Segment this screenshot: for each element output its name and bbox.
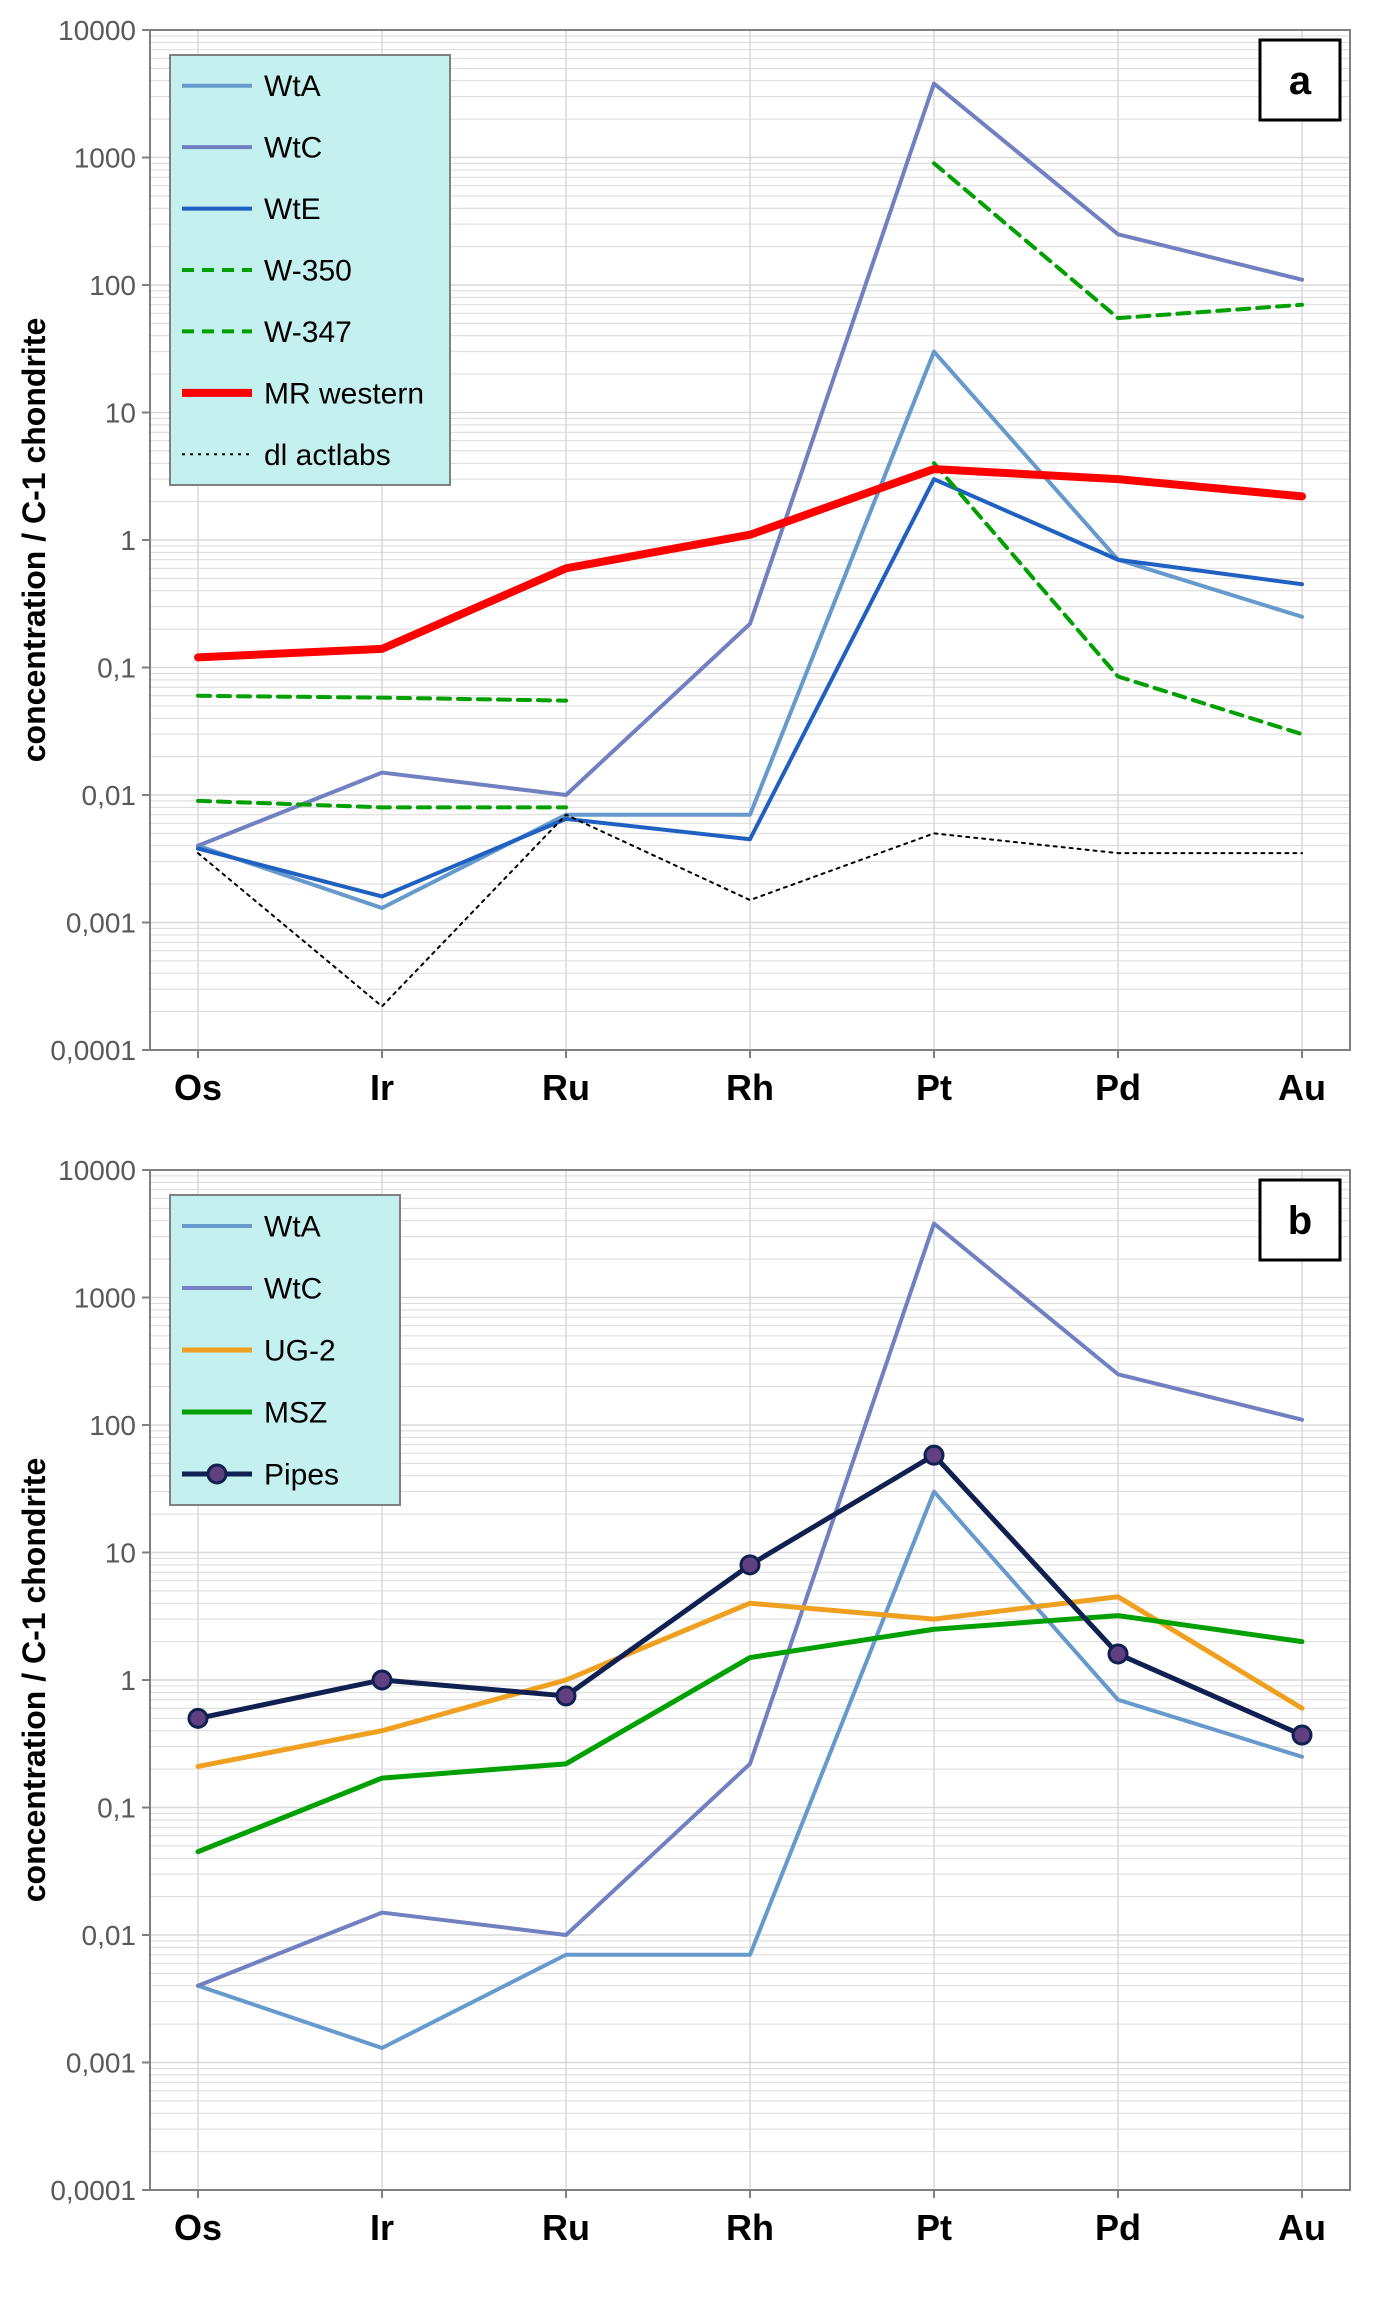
x-tick-label: Pt [916, 2207, 952, 2248]
chart-b-svg: 0,0001 0,001 0,01 0,1 1 10 100 1000 10000 concent… [10, 1150, 1390, 2280]
x-tick-label: Rh [726, 2207, 774, 2248]
series-marker [1109, 1645, 1127, 1663]
x-tick-label: Ru [542, 2207, 590, 2248]
legend-label: MSZ [264, 1397, 327, 1430]
series-marker [925, 1446, 943, 1464]
legend-label: WtA [264, 1211, 321, 1244]
x-tick-label: Pd [1095, 1067, 1141, 1108]
y-tick-label: 0,01 [82, 1920, 137, 1951]
x-tick-label: Au [1278, 2207, 1326, 2248]
y-tick-label: 0,001 [66, 908, 136, 939]
series-marker [1293, 1726, 1311, 1744]
x-tick-label: Pd [1095, 2207, 1141, 2248]
y-tick-label: 10000 [58, 1155, 136, 1186]
legend-label: Pipes [264, 1459, 339, 1492]
y-tick-label: 1000 [74, 143, 136, 174]
y-tick-label: 100 [89, 1410, 136, 1441]
x-tick-label: Ru [542, 1067, 590, 1108]
legend-label: dl actlabs [264, 439, 391, 472]
x-tick-label: Os [174, 2207, 222, 2248]
y-tick-label: 1000 [74, 1283, 136, 1314]
x-tick-label: Rh [726, 1067, 774, 1108]
chart-a: 0,0001 0,001 0,01 0,1 1 10 100 1000 10000 concent… [10, 10, 1390, 1140]
legend-label: W-350 [264, 255, 352, 288]
y-tick-label: 0,001 [66, 2048, 136, 2079]
x-tick-label: Ir [370, 1067, 394, 1108]
legend-label: UG-2 [264, 1335, 336, 1368]
y-tick-label: 10 [105, 398, 136, 429]
y-tick-label: 0,01 [82, 780, 137, 811]
panel-label: a [1289, 59, 1312, 103]
y-tick-label: 1 [120, 1665, 136, 1696]
y-tick-label: 0,1 [97, 1793, 136, 1824]
y-tick-label: 0,1 [97, 653, 136, 684]
y-tick-label: 100 [89, 270, 136, 301]
x-tick-label: Pt [916, 1067, 952, 1108]
x-tick-label: Au [1278, 1067, 1326, 1108]
chart-b: 0,0001 0,001 0,01 0,1 1 10 100 1000 10000 concent… [10, 1150, 1390, 2280]
legend-label: W-347 [264, 316, 352, 349]
y-tick-label: 0,0001 [50, 1035, 136, 1066]
y-tick-label: 1 [120, 525, 136, 556]
series-marker [741, 1556, 759, 1574]
series-marker [189, 1709, 207, 1727]
y-axis-label: concentration / C-1 chondrite [16, 318, 52, 762]
panel-label: b [1288, 1199, 1312, 1243]
series-marker [373, 1671, 391, 1689]
y-axis-label: concentration / C-1 chondrite [16, 1458, 52, 1902]
legend-label: MR western [264, 377, 424, 410]
y-tick-label: 10 [105, 1538, 136, 1569]
x-tick-label: Os [174, 1067, 222, 1108]
legend-label: WtA [264, 70, 321, 103]
series-marker [557, 1687, 575, 1705]
legend-label: WtE [264, 193, 321, 226]
x-tick-label: Ir [370, 2207, 394, 2248]
y-tick-label: 10000 [58, 15, 136, 46]
legend-label: WtC [264, 1273, 322, 1306]
y-tick-label: 0,0001 [50, 2175, 136, 2206]
chart-a-svg: 0,0001 0,001 0,01 0,1 1 10 100 1000 10000 concent… [10, 10, 1390, 1140]
legend-label: WtC [264, 132, 322, 165]
